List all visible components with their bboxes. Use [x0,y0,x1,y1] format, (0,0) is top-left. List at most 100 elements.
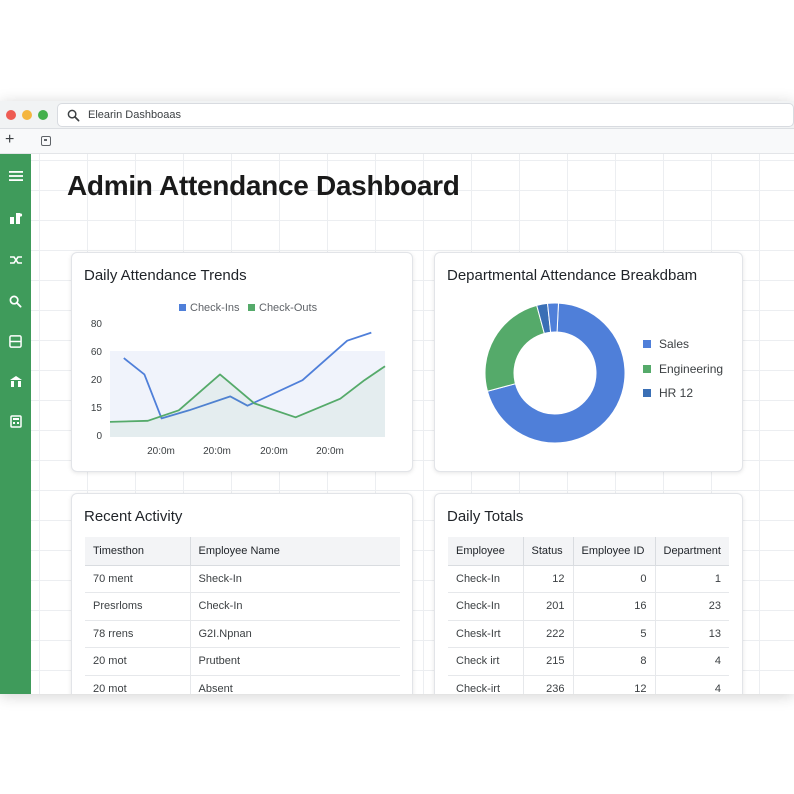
cell-employee: Check-In [448,592,524,621]
legend-label-check-ins: Check-Ins [190,302,240,314]
cell-status: 236 [523,675,574,694]
cell-employee-id: 12 [573,675,656,694]
column-header-employee-name[interactable]: Employee Name [190,537,400,566]
sidebar-item-menu[interactable] [5,165,26,186]
table-row[interactable]: Chesk-Irt 222 5 13 [448,620,729,648]
cell-department: 4 [655,675,729,694]
recent-activity-card: Recent Activity Timesthon Employee Name … [71,493,413,694]
column-header-employee[interactable]: Employee [448,537,524,566]
daily-totals-card: Daily Totals Employee Status Employee ID… [434,493,743,694]
sidebar [0,154,31,694]
department-breakdown-card: Departmental Attendance Breakdbam Sales … [434,252,743,472]
tab-page-icon[interactable] [41,136,51,146]
donut-slice-other [546,302,560,333]
tab-row: + [0,129,794,154]
column-header-timestamp[interactable]: Timesthon [85,537,191,566]
check-ins-line [123,331,372,420]
cell-status: 12 [523,565,574,593]
y-tick-label: 60 [91,347,103,358]
cell-employee-name: Absent [190,675,400,694]
table-row[interactable]: Check-In 12 0 1 [448,565,729,593]
legend-sales: Sales [643,337,689,351]
cell-employee-name: G2I.Npnan [190,620,400,648]
sidebar-item-building[interactable] [5,371,26,392]
cell-timestamp: 20 mot [85,675,191,694]
sales-label: Sales [659,337,690,351]
new-tab-button[interactable]: + [5,131,15,148]
daily-totals-table: Employee Status Employee ID Department C… [448,537,729,694]
sidebar-item-list[interactable] [5,331,26,352]
list-icon [9,335,22,348]
x-tick-label: 20:0m [203,446,231,457]
minimize-window-button[interactable] [22,110,32,120]
cell-timestamp: 70 ment [85,565,191,593]
cell-timestamp: 78 rrens [85,620,191,648]
cell-timestamp: Presrloms [85,592,191,621]
check-outs-area [110,366,385,437]
table-row[interactable]: Check-In 201 16 23 [448,592,729,621]
y-tick-label: 80 [91,319,103,330]
page-title: Admin Attendance Dashboard [67,170,460,201]
sidebar-item-users[interactable] [5,207,26,228]
address-bar[interactable]: Elearin Dashboaas [57,103,794,127]
table-row[interactable]: 20 mot Absent [85,675,400,694]
table-row[interactable]: 20 mot Prutbent [85,647,400,676]
cell-employee: Check-In [448,565,524,593]
table-row[interactable]: 70 ment Sheck-In [85,565,400,593]
sidebar-item-search[interactable] [5,291,26,312]
menu-icon [8,170,23,181]
close-window-button[interactable] [6,110,16,120]
table-row[interactable]: Check irt 215 8 4 [448,647,729,676]
cell-status: 222 [523,620,574,648]
attendance-trends-card: Daily Attendance Trends Check-Ins Check-… [71,252,413,472]
cell-department: 1 [655,565,729,593]
x-tick-label: 20:0m [260,446,288,457]
y-tick-label: 20 [91,375,103,386]
hr-label: HR 12 [659,386,694,400]
sidebar-item-calculator[interactable] [5,411,26,432]
department-title: Departmental Attendance Breakdbam [447,267,698,284]
cell-status: 201 [523,592,574,621]
search-icon [9,295,22,308]
attendance-line-chart: 80 60 20 15 0 20:0m 20:0m 20:0m 20:0m [91,319,386,457]
cell-employee-name: Prutbent [190,647,400,676]
trends-title: Daily Attendance Trends [84,267,247,284]
table-row[interactable]: Presrloms Check-In [85,592,400,621]
check-outs-line [109,365,386,423]
legend-label-check-outs: Check-Outs [259,302,318,314]
cell-employee: Check irt [448,647,524,676]
table-header-row: Employee Status Employee ID Department [448,537,729,566]
legend-check-outs: Check-Outs [248,302,317,314]
engineering-label: Engineering [659,362,724,376]
table-row[interactable]: Check-irt 236 12 4 [448,675,729,694]
sales-swatch [643,340,651,348]
recent-activity-table: Timesthon Employee Name 70 ment Sheck-In … [85,537,400,694]
column-header-department[interactable]: Department [655,537,729,566]
department-donut-chart [484,302,626,444]
cell-employee: Chesk-Irt [448,620,524,648]
hr-swatch [643,389,651,397]
legend-hr: HR 12 [643,386,693,400]
y-tick-label: 15 [91,403,103,414]
title-bar: Elearin Dashboaas [0,101,794,129]
maximize-window-button[interactable] [38,110,48,120]
donut-slice-engineering [484,304,545,392]
cell-department: 23 [655,592,729,621]
shuffle-icon [9,255,22,264]
search-icon [67,109,80,122]
legend-swatch-check-outs [248,304,255,311]
donut-slice-sales [486,302,626,444]
column-header-status[interactable]: Status [523,537,574,566]
building-icon [9,376,22,387]
daily-totals-title: Daily Totals [447,508,524,525]
column-header-employee-id[interactable]: Employee ID [573,537,656,566]
cell-status: 215 [523,647,574,676]
x-tick-label: 20:0m [147,446,175,457]
recent-activity-title: Recent Activity [84,508,183,525]
table-row[interactable]: 78 rrens G2I.Npnan [85,620,400,648]
sidebar-item-shuffle[interactable] [5,249,26,270]
users-icon [9,212,22,224]
cell-employee: Check-irt [448,675,524,694]
legend-check-ins: Check-Ins [179,302,240,314]
address-text: Elearin Dashboaas [88,109,181,121]
